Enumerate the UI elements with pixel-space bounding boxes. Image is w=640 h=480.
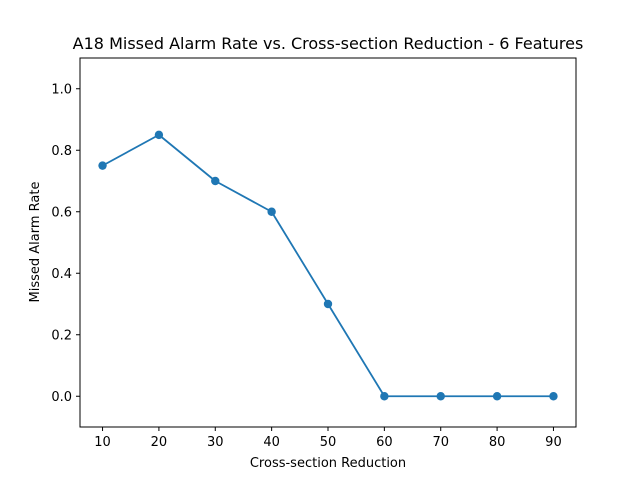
data-point [154, 130, 164, 140]
x-tick-label: 10 [94, 435, 111, 450]
data-point [211, 176, 220, 186]
plot-area: 10 20 30 40 50 60 70 80 90 0.0 0.2 0.4 0.6 0.8 1.0 [51, 57, 577, 450]
y-tick-label: 0.2 [51, 328, 72, 343]
y-axis-label: Missed Alarm Rate [28, 182, 43, 303]
data-point [492, 392, 502, 401]
y-tick-label: 1.0 [51, 82, 72, 97]
data-point [323, 299, 333, 309]
y-tick-label: 0.4 [51, 267, 72, 282]
x-tick-label: 50 [320, 435, 337, 450]
x-tick-label: 20 [151, 435, 168, 450]
chart-title: A18 Missed Alarm Rate vs. Cross-section … [73, 34, 584, 53]
x-tick-label: 80 [489, 435, 506, 450]
data-point [436, 392, 445, 401]
data-point [267, 207, 276, 216]
data-point [98, 161, 107, 170]
x-axis-label: Cross-section Reduction [250, 456, 406, 471]
x-tick-label: 60 [376, 435, 393, 450]
y-tick-label: 0.0 [51, 390, 72, 405]
x-tick-label: 90 [545, 435, 562, 450]
data-point [380, 392, 389, 401]
x-tick-label: 70 [432, 435, 449, 450]
data-point [549, 392, 558, 401]
y-tick-label: 0.6 [51, 205, 72, 220]
axes-frame [79, 57, 577, 428]
y-tick-label: 0.8 [51, 144, 72, 159]
x-tick-label: 40 [263, 435, 280, 450]
x-tick-label: 30 [207, 435, 224, 450]
